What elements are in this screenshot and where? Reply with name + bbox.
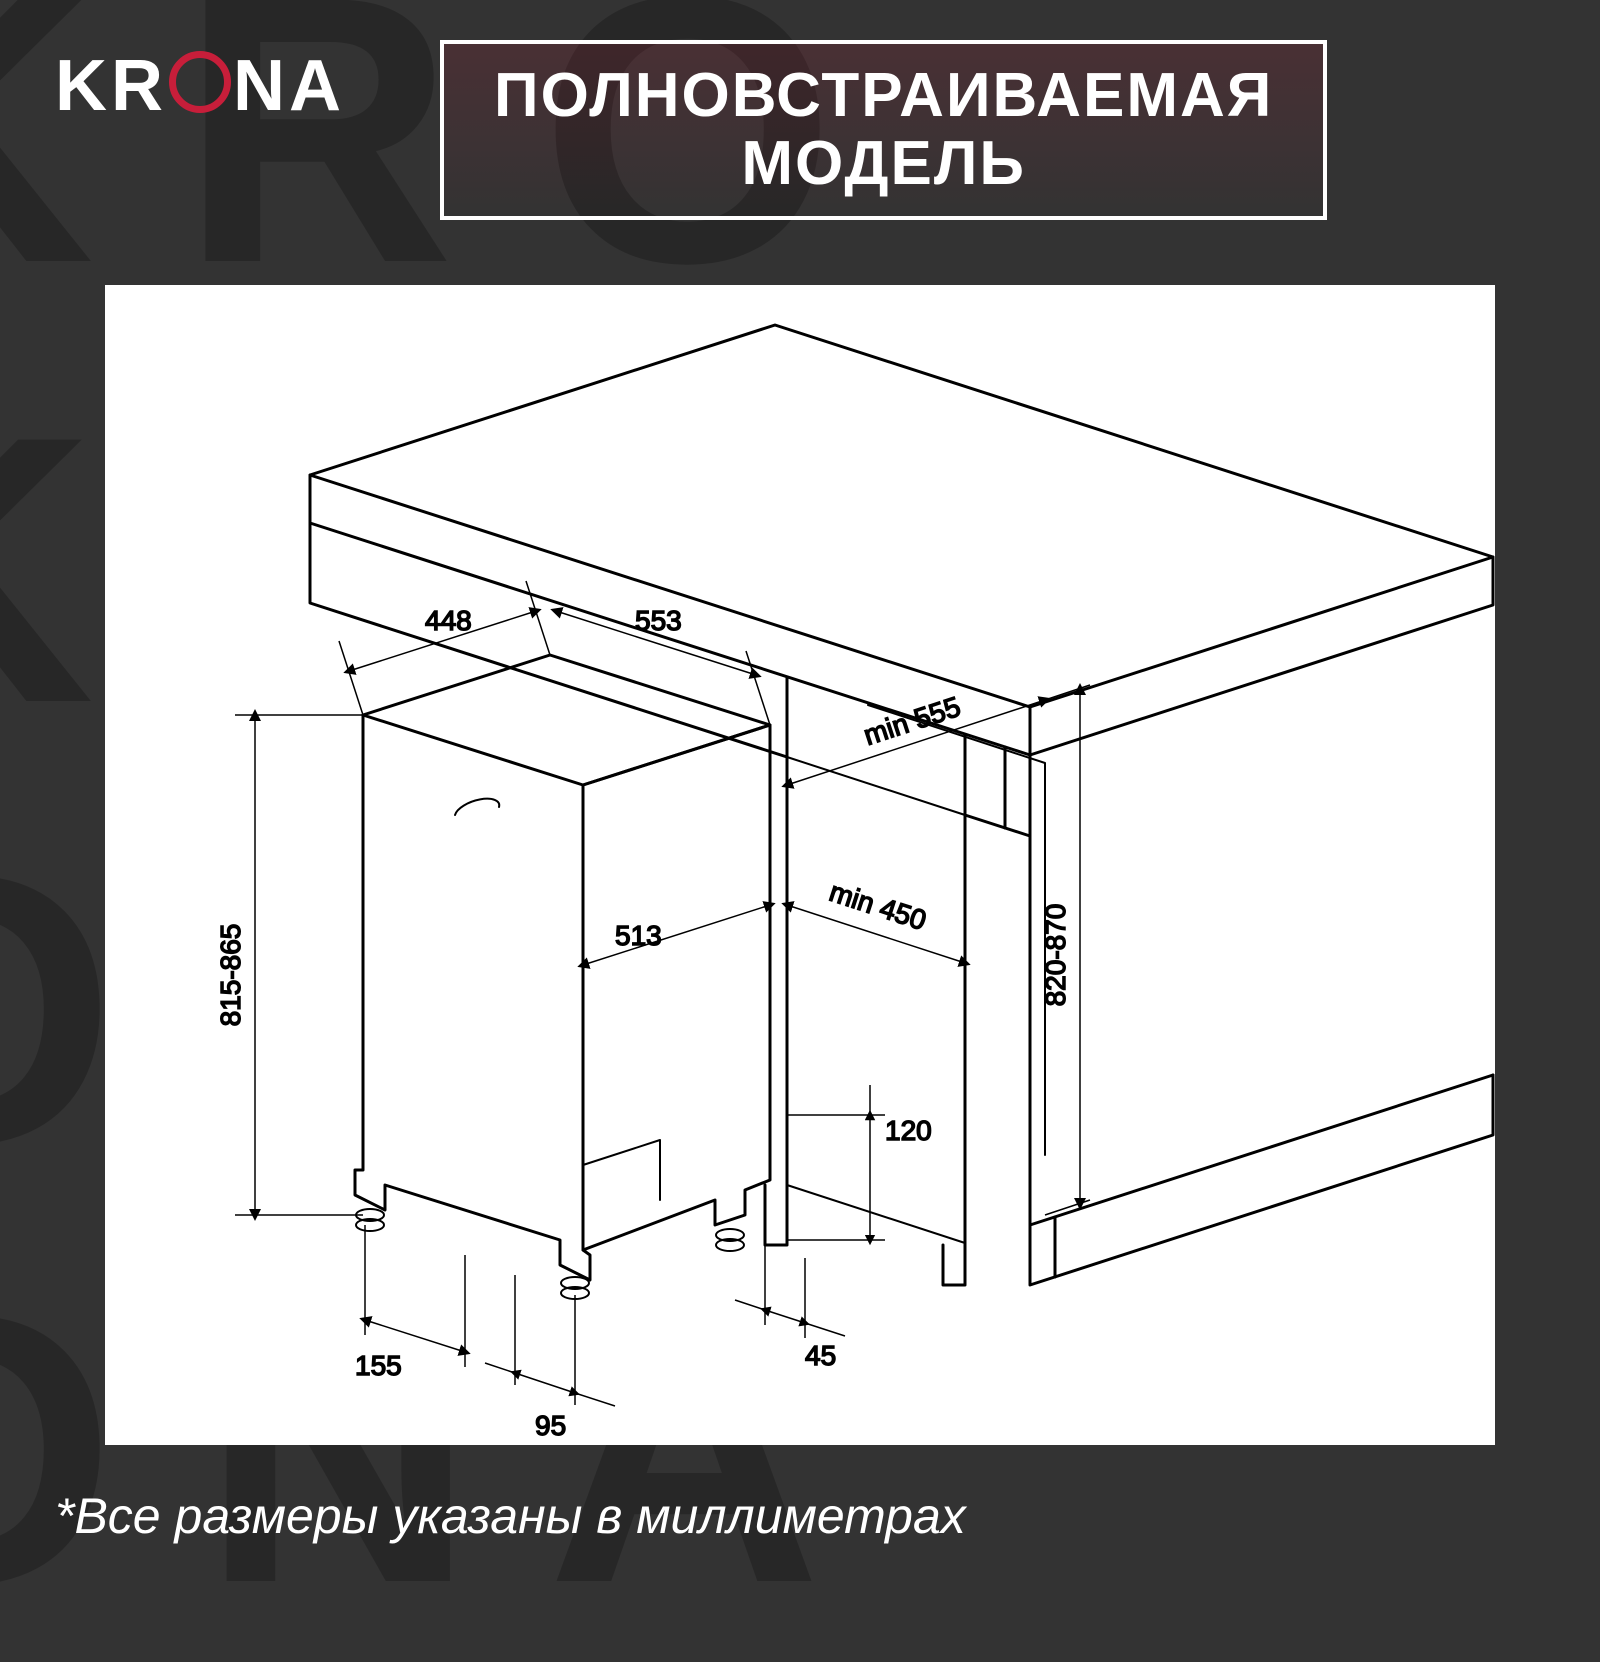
dim-niche-width: min 450 [826, 876, 930, 936]
dim-plinth-depth: 45 [805, 1340, 836, 1371]
title-line-2: МОДЕЛЬ [494, 130, 1273, 198]
dim-plinth-height: 120 [885, 1115, 932, 1146]
brand-post: NA [233, 45, 345, 127]
dim-appliance-width: 448 [425, 605, 472, 636]
dim-inner-depth: 513 [615, 920, 662, 951]
dim-foot-inset: 95 [535, 1410, 566, 1441]
dim-niche-height: 820-870 [1040, 904, 1071, 1007]
dim-appliance-height: 815-865 [215, 924, 246, 1027]
title-box: ПОЛНОВСТРАИВАЕМАЯ МОДЕЛЬ [440, 40, 1327, 220]
brand-pre: KR [55, 45, 167, 127]
technical-diagram: 815-865 448 553 513 155 95 [105, 285, 1495, 1445]
diagram-panel: 815-865 448 553 513 155 95 [105, 285, 1495, 1445]
title-line-1: ПОЛНОВСТРАИВАЕМАЯ [494, 62, 1273, 130]
brand-o-icon [169, 51, 231, 113]
dim-appliance-depth: 553 [635, 605, 682, 636]
dim-foot-offset: 155 [355, 1350, 402, 1381]
brand-logo: KR NA [55, 45, 345, 127]
footnote: *Все размеры указаны в миллиметрах [55, 1487, 966, 1545]
dim-niche-depth: min 555 [860, 691, 964, 751]
